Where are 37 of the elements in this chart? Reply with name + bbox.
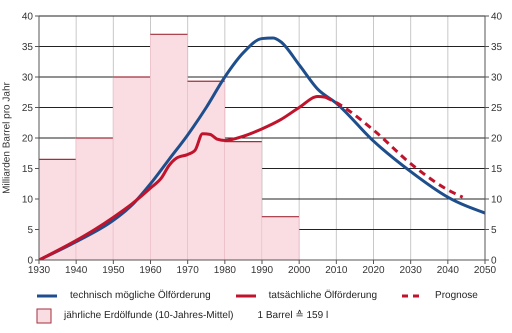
y2-tick-label: 10 <box>491 194 503 206</box>
y2-tick-label: 20 <box>491 134 503 145</box>
y2-tick-label: 25 <box>491 103 503 114</box>
x-tick-label: 2010 <box>325 265 348 276</box>
x-tick-label: 2030 <box>400 265 422 276</box>
x-tick-label: 2040 <box>436 265 460 276</box>
x-tick-label: 2000 <box>288 265 311 276</box>
y-tick-label: 40 <box>22 12 34 23</box>
legend-label: tatsächliche Ölförderung <box>268 288 378 303</box>
y-tick-label: 30 <box>22 72 34 84</box>
y2-tick-label: 15 <box>491 164 503 176</box>
y-tick-label: 15 <box>22 164 34 176</box>
y2-tick-label: 40 <box>491 12 503 23</box>
y-axis-title: Milliarden Barrel pro Jahr <box>2 81 13 194</box>
y-tick-label: 25 <box>22 103 34 114</box>
y2-tick-label: 5 <box>491 225 497 236</box>
y-tick-label: 20 <box>22 134 34 145</box>
x-tick-label: 2020 <box>362 265 386 276</box>
y-tick-label: 0 <box>27 256 34 267</box>
x-tick-label: 1960 <box>139 265 162 276</box>
x-tick-label: 1980 <box>214 265 236 276</box>
y2-tick-label: 35 <box>491 42 503 54</box>
legend-label: Prognose <box>435 289 478 303</box>
x-tick-label: 1940 <box>65 265 88 276</box>
y2-tick-label: 30 <box>491 72 503 84</box>
x-tick-label: 1970 <box>176 265 200 276</box>
y-tick-label: 35 <box>22 42 34 54</box>
x-tick-label: 1930 <box>28 265 51 276</box>
y-tick-label: 10 <box>22 194 34 206</box>
y2-tick-label: 0 <box>491 256 497 267</box>
y-tick-label: 5 <box>27 225 34 236</box>
x-tick-label: 1950 <box>102 265 125 276</box>
x-tick-label: 1990 <box>250 265 274 276</box>
text: 1 Barrel ≙ 159 l <box>258 308 328 323</box>
legend-label: technisch mögliche Ölförderung <box>70 288 211 303</box>
x-tick-label: 2050 <box>474 265 497 276</box>
legend-label: jährliche Erdölfunde (10-Jahres-Mittel) <box>64 309 234 323</box>
